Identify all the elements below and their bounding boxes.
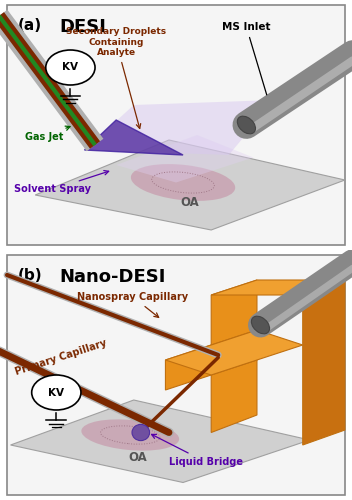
Polygon shape: [211, 280, 257, 432]
Text: Nano-DESI: Nano-DESI: [60, 268, 166, 285]
Text: Primary Capillary: Primary Capillary: [14, 338, 108, 377]
Text: (a): (a): [18, 18, 42, 32]
Text: Secondary Droplets
Containing
Analyte: Secondary Droplets Containing Analyte: [66, 27, 166, 128]
Polygon shape: [165, 330, 303, 375]
Polygon shape: [35, 140, 345, 230]
Text: DESI: DESI: [60, 18, 107, 36]
Ellipse shape: [237, 116, 256, 134]
Polygon shape: [165, 330, 257, 390]
Polygon shape: [84, 100, 275, 155]
Text: Nanospray Capillary: Nanospray Capillary: [77, 292, 189, 318]
Polygon shape: [11, 400, 310, 482]
Text: KV: KV: [62, 62, 78, 72]
Text: (b): (b): [18, 268, 42, 282]
Text: Gas Jet: Gas Jet: [25, 126, 70, 142]
Ellipse shape: [81, 420, 179, 450]
Polygon shape: [303, 280, 345, 445]
Text: Solvent Spray: Solvent Spray: [14, 170, 109, 194]
Ellipse shape: [132, 424, 150, 440]
Text: KV: KV: [48, 388, 64, 398]
Text: OA: OA: [181, 196, 200, 209]
Circle shape: [32, 375, 81, 410]
Polygon shape: [116, 135, 253, 182]
Text: Liquid Bridge: Liquid Bridge: [152, 434, 243, 467]
Polygon shape: [84, 120, 183, 155]
Ellipse shape: [131, 164, 235, 201]
Circle shape: [46, 50, 95, 85]
Text: OA: OA: [128, 451, 147, 464]
Ellipse shape: [251, 316, 270, 334]
Text: MS Inlet: MS Inlet: [222, 22, 271, 95]
Polygon shape: [211, 280, 345, 295]
